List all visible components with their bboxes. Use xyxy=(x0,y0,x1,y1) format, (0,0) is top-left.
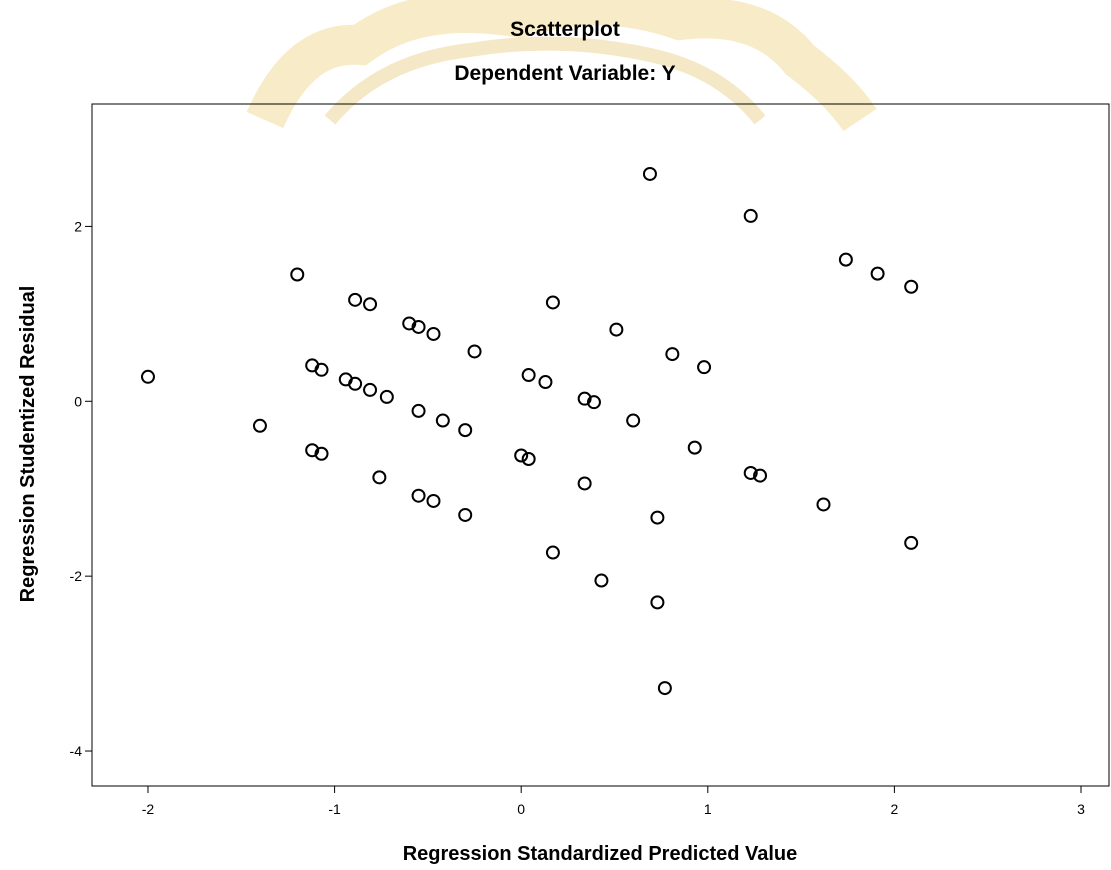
scatter-point xyxy=(577,391,592,406)
scatter-point xyxy=(411,488,426,503)
x-tick-label: -1 xyxy=(328,801,341,817)
scatter-point xyxy=(521,451,536,466)
x-tick-label: 3 xyxy=(1077,801,1085,817)
scatter-point xyxy=(411,403,426,418)
y-axis-label: Regression Studentized Residual xyxy=(17,286,39,603)
scatter-point xyxy=(348,292,363,307)
scatter-point xyxy=(816,497,831,512)
x-axis-ticks: -2 -1 0 1 2 3 xyxy=(142,786,1085,817)
scatter-point xyxy=(650,510,665,525)
plot-area xyxy=(91,103,1110,787)
scatter-point xyxy=(252,418,267,433)
chart-subtitle: Dependent Variable: Y xyxy=(454,62,675,85)
scatter-point xyxy=(538,375,553,390)
scatter-point xyxy=(626,413,641,428)
scatter-point xyxy=(838,252,853,267)
scatter-point xyxy=(594,573,609,588)
scatter-point xyxy=(305,443,320,458)
scatter-point xyxy=(363,297,378,312)
scatter-point xyxy=(290,267,305,282)
data-points xyxy=(140,166,919,696)
scatter-point xyxy=(650,595,665,610)
scatter-point xyxy=(467,344,482,359)
scatter-point xyxy=(426,326,441,341)
scatter-point xyxy=(870,266,885,281)
x-tick-label: -2 xyxy=(142,801,155,817)
scatter-point xyxy=(697,360,712,375)
y-tick-label: 0 xyxy=(74,393,82,409)
scatter-point xyxy=(363,382,378,397)
scatter-point xyxy=(657,681,672,696)
x-tick-label: 2 xyxy=(891,801,899,817)
scatter-point xyxy=(314,362,329,377)
scatter-point xyxy=(545,295,560,310)
scatter-point xyxy=(586,395,601,410)
scatter-point xyxy=(743,208,758,223)
scatter-point xyxy=(379,389,394,404)
scatter-point xyxy=(753,468,768,483)
scatter-point xyxy=(402,316,417,331)
scatter-point xyxy=(609,322,624,337)
scatter-point xyxy=(435,413,450,428)
chart-title: Scatterplot xyxy=(510,18,620,41)
scatter-point xyxy=(521,368,536,383)
scatter-point xyxy=(411,319,426,334)
scatter-point xyxy=(545,545,560,560)
scatter-point xyxy=(348,376,363,391)
scatter-point xyxy=(665,347,680,362)
scatter-point xyxy=(458,507,473,522)
y-axis-ticks: -4 -2 0 2 xyxy=(70,218,92,759)
scatter-point xyxy=(687,440,702,455)
y-tick-label: -2 xyxy=(70,568,83,584)
scatter-point xyxy=(577,476,592,491)
y-tick-label: 2 xyxy=(74,218,82,234)
scatter-point xyxy=(743,465,758,480)
x-axis-label: Regression Standardized Predicted Value xyxy=(403,843,798,865)
y-tick-label: -4 xyxy=(70,743,83,759)
scatter-point xyxy=(314,446,329,461)
scatter-point xyxy=(372,470,387,485)
scatter-point xyxy=(904,535,919,550)
scatter-point xyxy=(904,279,919,294)
scatter-point xyxy=(514,448,529,463)
scatter-point xyxy=(426,493,441,508)
x-tick-label: 1 xyxy=(704,801,712,817)
scatter-point xyxy=(642,166,657,181)
scatter-point xyxy=(140,369,155,384)
x-tick-label: 0 xyxy=(517,801,525,817)
scatter-point xyxy=(458,423,473,438)
